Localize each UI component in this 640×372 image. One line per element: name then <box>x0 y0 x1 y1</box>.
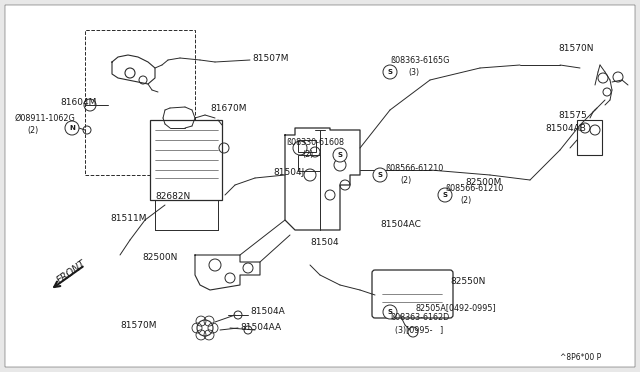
FancyBboxPatch shape <box>372 270 453 318</box>
Bar <box>298 140 316 152</box>
Text: 81504A: 81504A <box>250 308 285 317</box>
Text: 81604M: 81604M <box>60 97 97 106</box>
Text: 82500M: 82500M <box>465 177 501 186</box>
Text: 81511M: 81511M <box>110 214 147 222</box>
Text: 81504AC: 81504AC <box>380 219 421 228</box>
Text: S: S <box>337 152 342 158</box>
Text: 81504AA: 81504AA <box>240 323 281 331</box>
Text: FRONT: FRONT <box>56 259 88 286</box>
Text: (3)[0995-   ]: (3)[0995- ] <box>395 326 444 334</box>
Text: S: S <box>442 192 447 198</box>
Bar <box>577 120 602 155</box>
Text: S: S <box>378 172 383 178</box>
Text: ß08363-6165G: ß08363-6165G <box>390 55 449 64</box>
Text: S: S <box>387 69 392 75</box>
Text: 81504: 81504 <box>310 237 339 247</box>
Text: N: N <box>69 125 75 131</box>
Text: 81570N: 81570N <box>558 44 593 52</box>
Bar <box>150 120 222 200</box>
Text: 81504J: 81504J <box>273 167 304 176</box>
Text: 82500N: 82500N <box>142 253 177 263</box>
Text: 82682N: 82682N <box>155 192 190 201</box>
Text: Ø08911-1062G: Ø08911-1062G <box>15 113 76 122</box>
Text: 81504AB: 81504AB <box>545 124 586 132</box>
Text: (3): (3) <box>408 67 419 77</box>
Text: ß08566-61210: ß08566-61210 <box>445 183 503 192</box>
Bar <box>85 30 195 175</box>
Circle shape <box>373 168 387 182</box>
Text: 81570M: 81570M <box>120 321 157 330</box>
Circle shape <box>65 121 79 135</box>
Circle shape <box>383 65 397 79</box>
Text: 81507M: 81507M <box>252 54 289 62</box>
Text: S: S <box>387 309 392 315</box>
Text: 81670M: 81670M <box>210 103 246 112</box>
Text: 81575: 81575 <box>558 110 587 119</box>
Text: ^8P6*00 P: ^8P6*00 P <box>560 353 601 362</box>
Text: ß08363-6162D: ß08363-6162D <box>390 314 449 323</box>
Text: 82505A[0492-0995]: 82505A[0492-0995] <box>415 304 496 312</box>
Circle shape <box>383 305 397 319</box>
Circle shape <box>438 188 452 202</box>
Bar <box>298 155 320 171</box>
Circle shape <box>333 148 347 162</box>
Text: ß08566-61210: ß08566-61210 <box>385 164 444 173</box>
Text: 82550N: 82550N <box>450 278 485 286</box>
Text: (2): (2) <box>302 150 313 158</box>
Text: ß08330-61608: ß08330-61608 <box>286 138 344 147</box>
Text: (2): (2) <box>460 196 471 205</box>
Text: (2): (2) <box>27 125 38 135</box>
Text: (2): (2) <box>400 176 412 185</box>
